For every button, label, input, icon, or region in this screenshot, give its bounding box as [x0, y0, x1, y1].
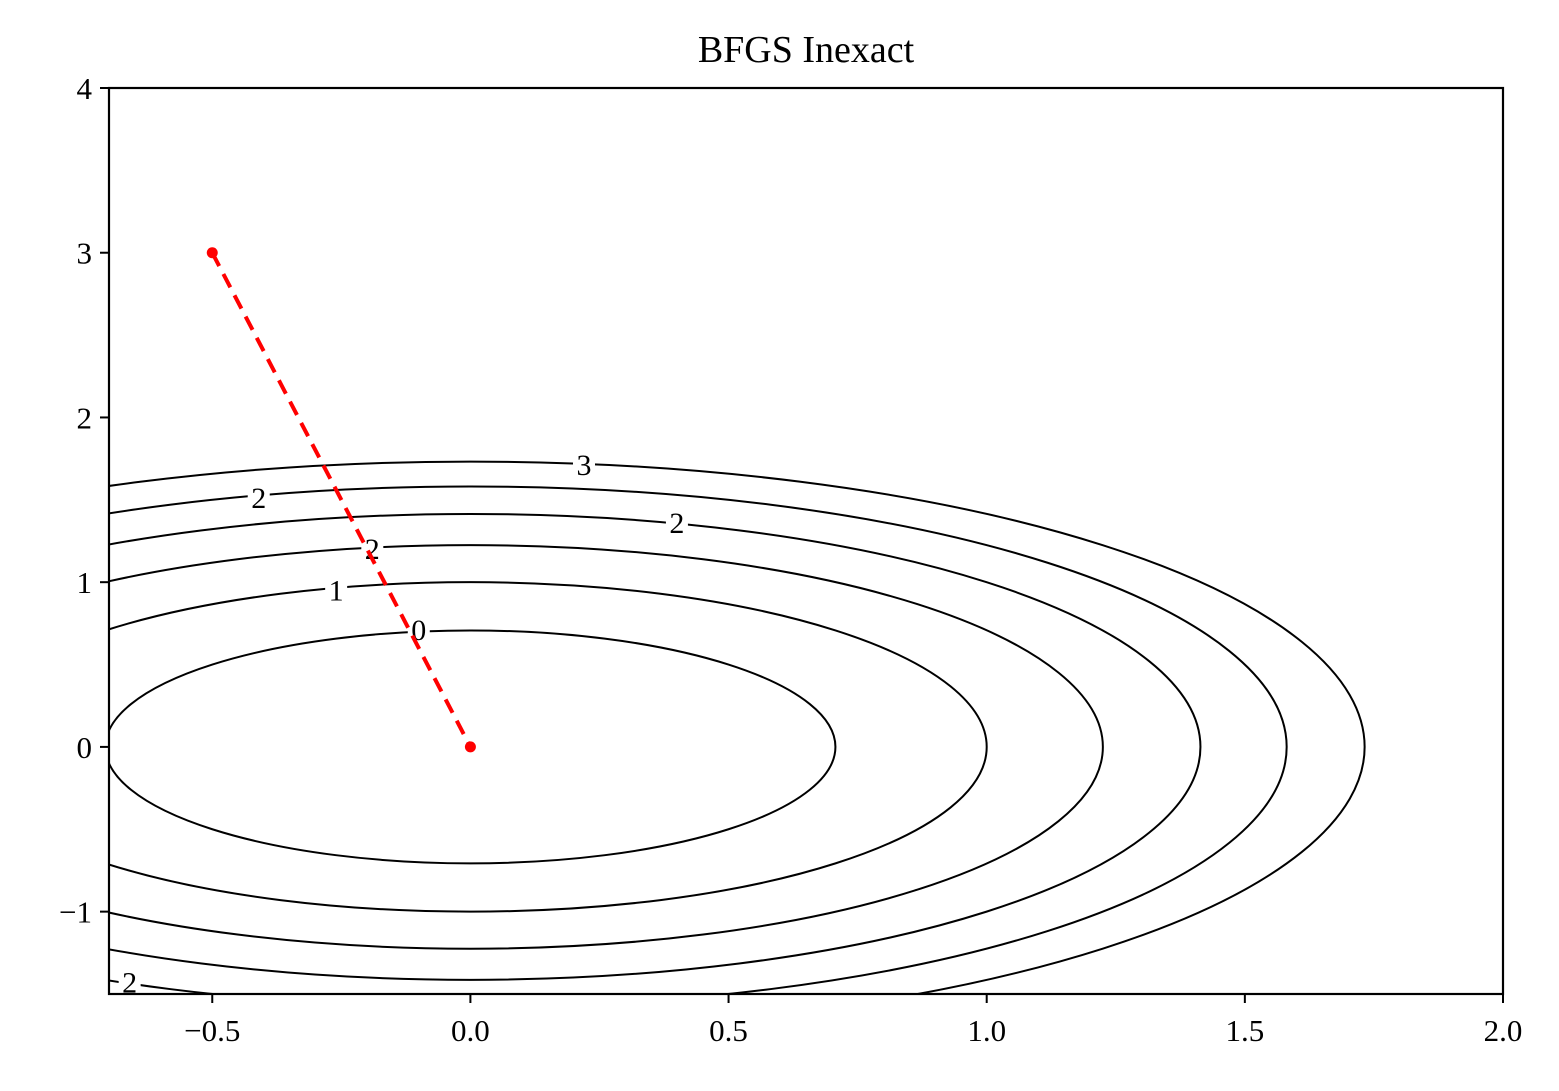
- contour-line-4: [109, 485, 1288, 994]
- path-line: [210, 251, 473, 748]
- path-point-1: [464, 741, 476, 753]
- contour-line-3: [109, 513, 1202, 981]
- x-tick-label-4: 1.5: [1225, 1013, 1264, 1048]
- contour-lines: [109, 460, 1366, 994]
- contour-label-1: 2: [251, 482, 266, 515]
- y-tick-label-1: 0: [77, 730, 93, 765]
- y-axis: −1 0 1 2 3 4: [59, 71, 109, 930]
- y-tick-label-5: 4: [77, 71, 93, 106]
- contour-line-1: [109, 581, 988, 913]
- contour-label-0: 3: [576, 449, 591, 482]
- contour-label-2: 2: [669, 507, 684, 540]
- contour-label-3: 2: [365, 533, 380, 566]
- contour-label-bg-6: [118, 967, 141, 998]
- contour-line-5: [109, 460, 1366, 994]
- path-point-0: [206, 247, 218, 259]
- plot-frame: [107, 86, 1505, 996]
- contour-line-0: [109, 629, 837, 865]
- contour-label-bg-1: [247, 483, 270, 514]
- x-tick-label-2: 0.5: [709, 1013, 748, 1048]
- y-tick-label-3: 2: [77, 400, 93, 435]
- contour-label-bg-3: [361, 534, 384, 565]
- contour-label-4: 1: [329, 574, 344, 607]
- contour-line-2: [109, 544, 1104, 950]
- contour-label-6: 2: [122, 966, 137, 999]
- y-tick-label-0: −1: [59, 895, 92, 930]
- x-tick-label-0: −0.5: [184, 1013, 240, 1048]
- contour-label-bg-4: [325, 575, 348, 606]
- contour-label-bg-0: [572, 450, 595, 481]
- x-axis: −0.5 0.0 0.5 1.0 1.5 2.0: [184, 994, 1522, 1048]
- contour-label-bg-2: [665, 507, 688, 538]
- x-tick-label-1: 0.0: [451, 1013, 490, 1048]
- x-tick-label-5: 2.0: [1484, 1013, 1523, 1048]
- y-tick-label-2: 1: [77, 565, 93, 600]
- optimization-path: [206, 247, 476, 753]
- y-tick-label-4: 3: [77, 236, 93, 271]
- x-tick-label-3: 1.0: [967, 1013, 1006, 1048]
- chart-title: BFGS Inexact: [698, 29, 915, 71]
